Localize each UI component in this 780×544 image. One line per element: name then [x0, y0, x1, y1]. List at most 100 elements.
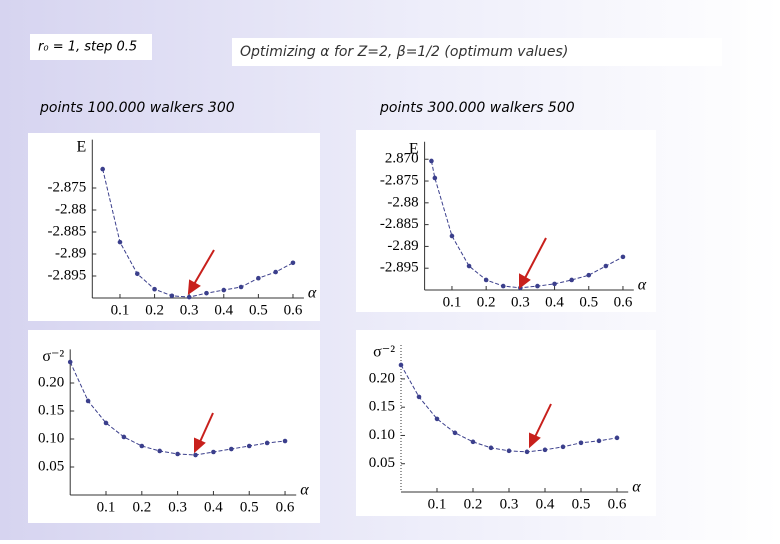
title-box: [232, 38, 722, 66]
right-heading: points 300.000 walkers 500: [379, 100, 575, 116]
data-point: [238, 284, 244, 290]
x-tick-label: 0.2: [132, 499, 151, 515]
x-tick-label: 0.6: [608, 496, 627, 512]
y-tick-label: 0.15: [38, 402, 64, 418]
data-point: [121, 434, 127, 440]
arrow: [198, 412, 214, 445]
x-tick-label: 0.4: [214, 302, 233, 318]
panel: [356, 330, 656, 516]
data-point: [500, 283, 506, 289]
data-point: [186, 294, 192, 300]
y-tick-label: -2.88: [55, 201, 86, 217]
title: Optimizing α for Z=2, β=1/2 (optimum val…: [240, 44, 568, 60]
data-point: [204, 290, 209, 296]
arrow-head: [194, 437, 206, 454]
x-tick-label: 0.3: [168, 499, 187, 515]
data-point: [169, 293, 175, 299]
data-point: [139, 443, 145, 449]
data-point: [560, 444, 566, 450]
data-point: [470, 439, 476, 445]
x-tick-label: 0.6: [614, 294, 633, 310]
y-tick-label: 0.10: [38, 430, 64, 446]
y-tick-label: -2.89: [55, 245, 86, 261]
data-point: [596, 438, 602, 444]
y-axis-label: E: [77, 138, 87, 155]
x-tick-label: 0.6: [276, 499, 295, 515]
data-point: [434, 416, 440, 422]
y-tick-label: -2.875: [380, 172, 419, 188]
x-tick-label: 0.5: [240, 499, 259, 515]
data-point: [586, 272, 592, 278]
x-tick-label: 0.3: [500, 496, 519, 512]
x-tick-label: 0.4: [536, 496, 555, 512]
data-point: [569, 277, 574, 283]
x-tick-label: 0.2: [477, 294, 496, 310]
x-tick-label: 0.5: [579, 294, 598, 310]
y-tick-label: -2.885: [380, 216, 419, 232]
y-axis-label: σ⁻²: [373, 344, 395, 361]
y-tick-label: -2.895: [380, 260, 419, 276]
data-point: [134, 271, 140, 277]
y-tick-label: 0.20: [369, 370, 395, 386]
y-tick-label: 0.05: [369, 455, 395, 471]
data-point: [488, 445, 494, 451]
note-box: [30, 34, 152, 60]
data-point: [290, 260, 296, 266]
y-tick-label: -2.88: [387, 194, 418, 210]
x-tick-label: 0.2: [464, 496, 483, 512]
data-point: [603, 263, 609, 269]
left-heading: points 100.000 walkers 300: [39, 100, 235, 116]
y-tick-label: -2.885: [48, 223, 87, 239]
y-axis-label: σ⁻²: [42, 348, 64, 365]
data-point: [542, 447, 548, 453]
x-axis-label: α: [308, 285, 317, 302]
x-tick-label: 0.5: [572, 496, 591, 512]
x-tick-label: 0.1: [428, 496, 447, 512]
data-point: [193, 452, 198, 458]
x-tick-label: 0.4: [545, 294, 564, 310]
data-point: [229, 446, 234, 452]
data-point: [211, 449, 216, 455]
arrows: [187, 237, 552, 454]
x-tick-label: 0.3: [511, 294, 530, 310]
y-tick-label: 0.15: [369, 399, 395, 415]
x-axis-label: α: [632, 479, 641, 496]
panel: [28, 133, 320, 321]
data-point: [452, 430, 458, 436]
arrow-head: [519, 273, 531, 290]
data-point: [416, 394, 422, 400]
x-axis-label: α: [300, 482, 309, 499]
y-tick-label: 0.20: [38, 374, 64, 390]
arrow-head: [529, 432, 541, 449]
data-point: [429, 158, 434, 164]
data-point: [506, 448, 512, 454]
data-point: [483, 277, 489, 283]
x-tick-label: 0.3: [180, 302, 199, 318]
data-point: [552, 281, 557, 287]
arrow: [533, 403, 552, 440]
x-tick-label: 0.1: [97, 499, 116, 515]
y-tick-label: -2.895: [48, 267, 87, 283]
data-point: [273, 269, 278, 275]
x-tick-label: 0.6: [284, 302, 303, 318]
x-tick-label: 0.4: [204, 499, 223, 515]
data-point: [398, 362, 404, 368]
panel: [28, 330, 320, 523]
data-point: [117, 239, 123, 245]
y-tick-label: -2.875: [48, 179, 87, 195]
x-axis-label: α: [638, 277, 647, 294]
data-point: [620, 254, 626, 260]
data-point: [246, 443, 252, 449]
data-point: [103, 420, 109, 426]
data-point: [614, 435, 620, 441]
y-tick-label: 0.10: [369, 427, 395, 443]
data-point: [449, 233, 455, 239]
data-point: [67, 359, 73, 365]
data-point: [264, 440, 270, 446]
data-point: [524, 449, 530, 455]
data-point: [466, 263, 472, 269]
data-point: [157, 448, 163, 454]
plots: 0.1 0.2 0.3 0.4 0.5 0.6 -2.875 -2.88 -2.885 -2.89…: [38, 138, 647, 515]
x-tick-label: 0.1: [111, 302, 130, 318]
x-tick-label: 0.1: [443, 294, 462, 310]
